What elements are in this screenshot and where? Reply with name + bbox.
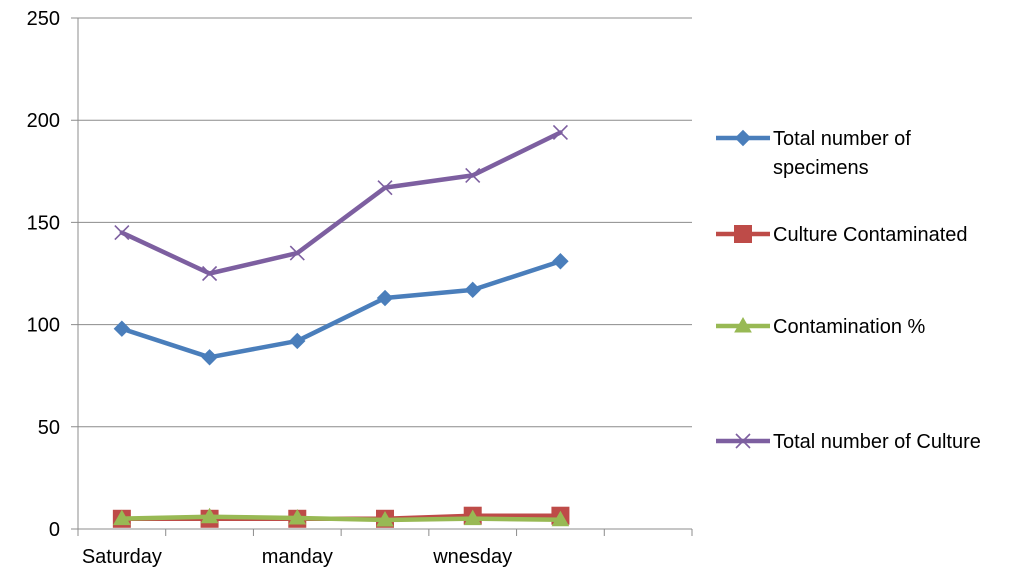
legend-label: Total number of Culture [773,431,981,453]
legend-marker [734,225,752,243]
data-point-marker [288,508,307,525]
series-1 [113,253,569,366]
legend-entry-1: Total number of specimens [716,128,911,179]
series-plot [112,124,570,528]
legend-label: specimens [773,157,869,179]
series-3 [112,507,570,527]
data-point-marker [201,349,218,366]
data-point-marker [200,507,219,524]
data-point-marker [289,332,306,350]
legend-marker [735,433,751,449]
data-point-marker [551,510,570,527]
y-tick-label: 0 [49,519,60,541]
data-point-marker [114,225,130,241]
data-point-marker [113,320,131,337]
legend-label: Culture Contaminated [773,224,968,246]
y-axis-tick-labels: 0 50 100 150 200 250 [27,8,60,541]
data-point-marker [552,253,569,270]
data-point-marker [376,510,394,527]
axes [71,18,693,536]
data-point-marker [289,245,305,261]
data-point-marker [465,167,481,183]
data-point-marker [112,509,131,526]
data-point-marker [376,289,394,307]
x-tick-label: manday [262,546,333,568]
series-line [119,258,563,360]
legend-marker [734,316,752,333]
y-tick-label: 100 [27,315,60,337]
series-line [119,130,563,276]
y-tick-label: 250 [27,8,60,30]
series-line [119,514,563,523]
x-tick-label: wnesday [432,546,512,568]
legend-marker [734,129,752,147]
legend-entry-2: Culture Contaminated [716,224,968,246]
y-tick-label: 150 [27,212,60,234]
y-tick-label: 50 [38,417,60,439]
grid-lines [71,17,692,428]
data-point-marker [202,265,218,282]
legend-entry-3: Contamination % [716,316,926,338]
legend-label: Total number of [773,128,911,150]
x-axis-tick-labels: Saturday manday wnesday [82,546,512,568]
legend-label: Contamination % [773,316,926,338]
data-point-marker [463,509,482,526]
legend: Total number of specimens Culture Contamin… [716,128,981,453]
x-tick-label: Saturday [82,546,162,568]
data-point-marker [552,124,568,141]
y-tick-label: 200 [27,110,60,132]
legend-entry-4: Total number of Culture [716,431,981,453]
data-point-marker [464,281,481,299]
series-4 [114,124,568,282]
data-point-marker [377,180,393,196]
